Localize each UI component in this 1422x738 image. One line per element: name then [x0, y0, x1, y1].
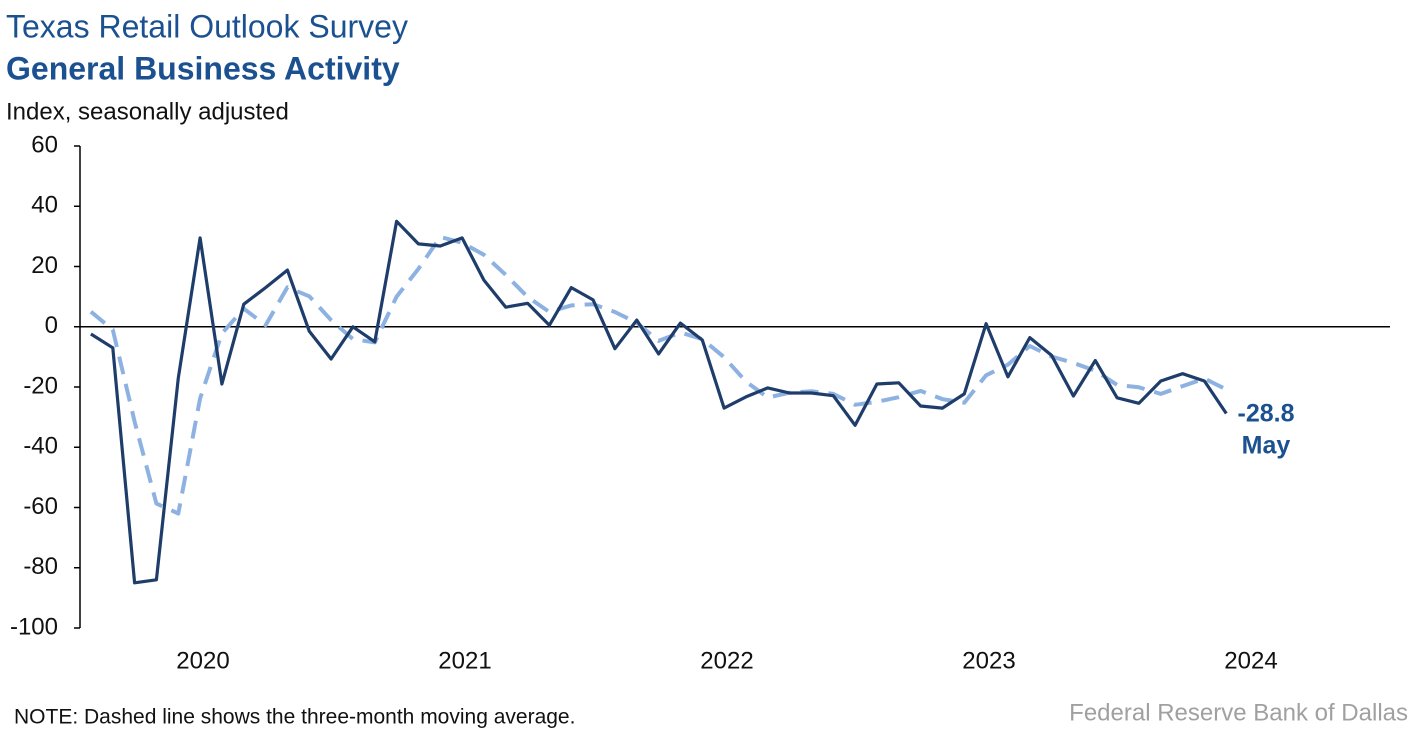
y-axis-label: Index, seasonally adjusted	[6, 98, 289, 125]
note: NOTE: Dashed line shows the three-month …	[14, 706, 575, 729]
value-annotation: -28.8	[1238, 400, 1295, 428]
y-tick-label: -80	[23, 553, 58, 580]
x-tick-label: 2024	[1224, 647, 1277, 674]
source: Federal Reserve Bank of Dallas	[1069, 699, 1408, 726]
month-annotation: May	[1242, 432, 1291, 460]
x-tick-label: 2020	[176, 647, 229, 674]
y-tick-label: 40	[31, 192, 58, 219]
x-tick-label: 2022	[700, 647, 753, 674]
chart-title: Texas Retail Outlook Survey	[6, 8, 408, 44]
y-tick-label: 0	[45, 312, 58, 339]
moving-average-line	[89, 235, 1228, 516]
y-tick-label: 60	[31, 131, 58, 158]
y-tick-label: -40	[23, 433, 58, 460]
y-tick-label: -20	[23, 372, 58, 399]
y-tick-label: -100	[10, 613, 58, 640]
x-tick-label: 2023	[962, 647, 1015, 674]
y-tick-label: -60	[23, 493, 58, 520]
chart-subtitle: General Business Activity	[6, 50, 400, 86]
index-line	[90, 219, 1228, 585]
x-tick-label: 2021	[438, 647, 491, 674]
y-tick-label: 20	[31, 252, 58, 279]
